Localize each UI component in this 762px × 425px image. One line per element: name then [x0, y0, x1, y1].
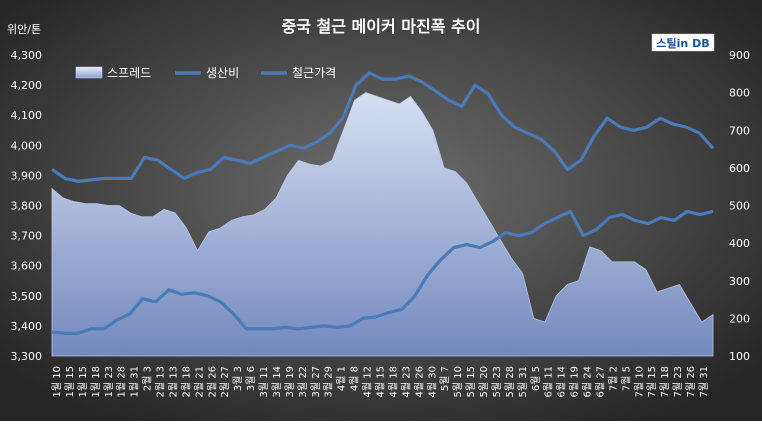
x-tick-label: 4월 23: [400, 366, 412, 397]
right-tick-label: 700: [729, 124, 750, 137]
legend-label: 스프레드: [107, 66, 151, 80]
logo-text: 스틸in DB: [656, 37, 709, 50]
x-tick-label: 1월 15: [64, 366, 76, 397]
left-tick-label: 3,500: [11, 290, 43, 303]
x-tick-label: 7월 15: [646, 366, 658, 397]
spread-area-layer: [51, 92, 714, 357]
x-tick-label: 3월 6: [245, 366, 257, 391]
x-tick-label: 7월 5: [620, 366, 632, 391]
rebar-price-line: [51, 71, 715, 183]
logo: 스틸in DB: [651, 33, 715, 52]
x-tick-label: 7월 18: [659, 366, 671, 397]
left-tick-label: 4,200: [11, 79, 43, 92]
left-tick-label: 3,700: [11, 230, 43, 243]
x-tick-label: 3월 22: [297, 366, 309, 397]
right-axis: 900 800 700 600 500 400 300 200 100: [729, 49, 750, 363]
x-tick-label: 6월 11: [543, 366, 555, 397]
x-tick-label: 6월 5: [530, 366, 542, 391]
x-tick-label: 5월 7: [439, 366, 451, 391]
x-tick-label: 6월 24: [582, 366, 594, 397]
legend-label: 생산비: [206, 66, 239, 80]
logo-box: [651, 33, 715, 52]
x-tick-label: 7월 23: [672, 366, 684, 397]
x-tick-label: 5월 20: [478, 366, 490, 397]
x-tick-label: 6월 19: [569, 366, 581, 397]
x-tick-label: 1월 23: [103, 366, 115, 397]
x-tick-label: 3월 27: [310, 366, 322, 397]
left-tick-label: 3,600: [11, 260, 43, 273]
left-axis-unit: 위안/톤: [7, 23, 41, 36]
x-tick-label: 7월 10: [633, 366, 645, 397]
left-tick-label: 3,300: [11, 350, 43, 363]
x-tick-label: 3월 19: [284, 366, 296, 397]
x-tick-label: 5월 28: [504, 366, 516, 397]
x-tick-label: 2월 26: [206, 366, 218, 397]
x-tick-label: 3월 11: [258, 366, 270, 397]
right-tick-label: 300: [729, 275, 750, 288]
x-tick-label: 4월 26: [413, 366, 425, 397]
x-tick-label: 4월 8: [349, 366, 361, 391]
line-layer: [51, 71, 715, 335]
x-tick-label: 2월 3: [142, 366, 154, 391]
x-tick-label: 7월 2: [607, 366, 619, 391]
right-tick-label: 800: [729, 87, 750, 100]
x-tick-label: 6월 14: [556, 366, 568, 397]
legend-label: 철근가격: [292, 66, 336, 80]
right-tick-label: 400: [729, 237, 750, 250]
x-tick-label: 4월 18: [387, 366, 399, 397]
x-tick-label: 6월 27: [594, 366, 606, 397]
chart-title: 중국 철근 메이커 마진폭 추이: [282, 17, 481, 36]
right-tick-label: 500: [729, 200, 750, 213]
x-tick-label: 2월 27: [219, 366, 231, 397]
x-tick-label: 3월 29: [323, 366, 335, 397]
x-tick-label: 1월 10: [51, 366, 63, 397]
x-tick-label: 4월 12: [362, 366, 374, 397]
left-tick-label: 4,000: [11, 139, 43, 152]
x-tick-label: 4월 1: [336, 366, 348, 391]
x-tick-label: 3월 14: [271, 366, 283, 397]
spread-area: [51, 92, 714, 357]
right-tick-label: 200: [729, 312, 750, 325]
x-tick-label: 3월 3: [232, 366, 244, 391]
production-cost-line: [51, 209, 714, 335]
left-tick-label: 3,800: [11, 200, 43, 213]
left-tick-label: 4,300: [11, 49, 43, 62]
x-tick-label: 1월 31: [129, 366, 141, 397]
x-tick-label: 5월 23: [491, 366, 503, 397]
legend-swatch-spread: [75, 66, 103, 79]
right-tick-label: 900: [729, 49, 750, 62]
x-tick-label: 2월 21: [193, 366, 205, 397]
x-tick-label: 4월 30: [426, 366, 438, 397]
x-tick-label: 5월 10: [452, 366, 464, 397]
x-tick-label: 1월 28: [116, 366, 128, 397]
x-tick-label: 2월 18: [180, 366, 192, 397]
x-tick-label: 5월 15: [465, 366, 477, 397]
x-tick-label: 2월 13: [155, 366, 167, 397]
x-tick-label: 5월 31: [517, 366, 529, 397]
left-tick-label: 3,400: [11, 320, 43, 333]
left-tick-label: 3,900: [11, 169, 43, 182]
right-tick-label: 100: [729, 350, 750, 363]
x-tick-label: 7월 31: [698, 366, 710, 397]
x-tick-label: 1월 15: [77, 366, 89, 397]
left-axis: 4,300 4,200 4,100 4,000 3,900 3,800 3,700 3,600…: [11, 49, 43, 363]
x-tick-label: 4월 15: [375, 366, 387, 397]
x-tick-label: 1월 18: [90, 366, 102, 397]
right-tick-label: 600: [729, 162, 750, 175]
left-tick-label: 4,100: [11, 109, 43, 122]
x-tick-label: 7월 26: [685, 366, 697, 397]
x-tick-label: 2월 13: [167, 366, 179, 397]
legend: 스프레드 생산비 철근가격: [75, 66, 336, 80]
